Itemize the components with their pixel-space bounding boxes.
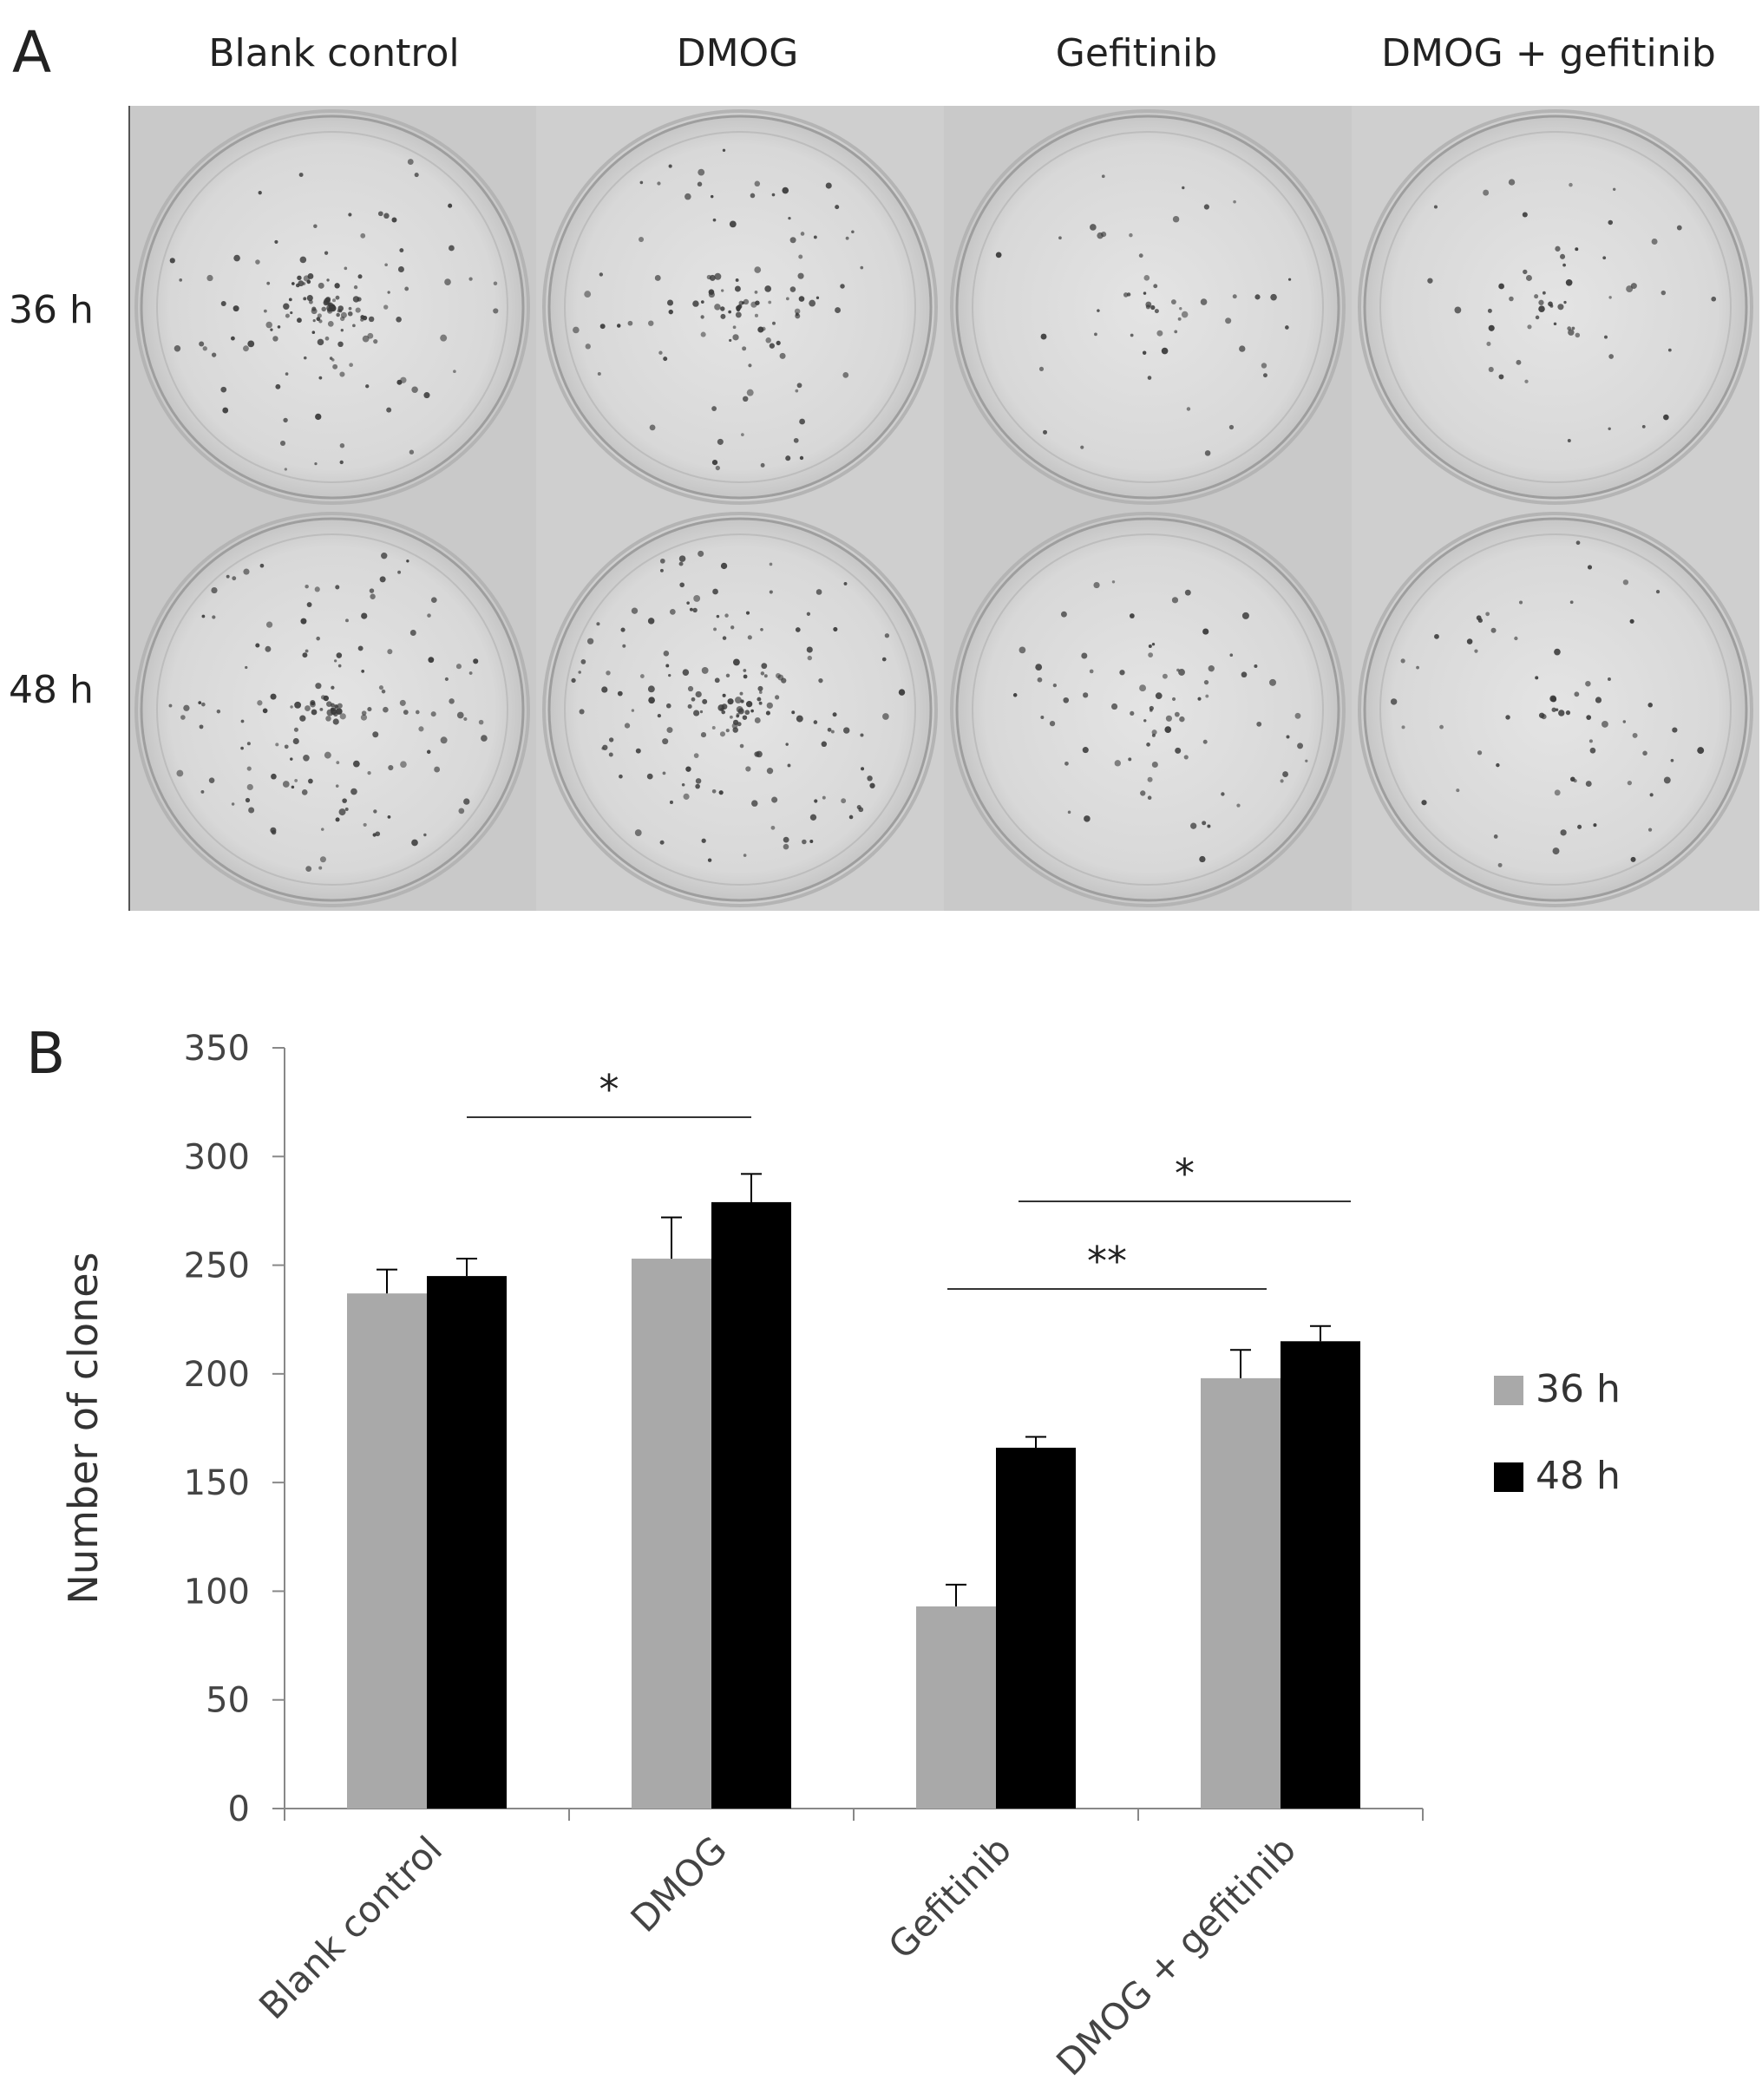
dish-photo	[1352, 106, 1759, 508]
column-header-dmog-gefitinib: DMOG + gefitinib	[1381, 31, 1716, 75]
x-tick-label: Blank control	[251, 1828, 450, 2027]
legend-label: 36 h	[1536, 1367, 1621, 1411]
column-header-blank-control: Blank control	[208, 31, 460, 75]
x-axis: Blank control DMOG Gefitinib DMOG + gefitin…	[251, 1808, 1424, 2084]
significance-marker: **	[1087, 1238, 1127, 1285]
panel-b-label: B	[26, 1020, 66, 1087]
dish-photo	[1352, 508, 1759, 911]
y-tick-label: 300	[184, 1137, 250, 1177]
significance-marker: *	[1175, 1150, 1195, 1197]
significance-marker: *	[599, 1066, 619, 1113]
legend-swatch	[1494, 1376, 1523, 1405]
y-tick-label: 0	[228, 1789, 250, 1829]
dish-photo	[944, 508, 1352, 911]
bars-group	[347, 1173, 1360, 1809]
colony-photo-grid	[128, 106, 1759, 911]
y-tick-label: 150	[184, 1463, 250, 1503]
dish-photo	[128, 106, 536, 508]
column-header-gefitinib: Gefitinib	[1055, 31, 1218, 75]
panel-a-label: A	[12, 19, 52, 86]
y-axis: 0 50 100 150 200 250 300 350	[184, 1029, 285, 1829]
row-label-48h: 48 h	[9, 668, 94, 712]
legend: 36 h 48 h	[1494, 1367, 1621, 1498]
bar	[916, 1606, 996, 1809]
row-label-36h: 36 h	[9, 288, 94, 332]
x-tick-label: DMOG	[623, 1828, 736, 1940]
x-tick-label: DMOG + gefitinib	[1048, 1828, 1304, 2084]
y-tick-label: 200	[184, 1355, 250, 1395]
significance-group: ****	[467, 1066, 1351, 1290]
bar	[711, 1201, 791, 1809]
y-tick-label: 50	[206, 1681, 250, 1721]
bar	[427, 1276, 507, 1809]
y-tick-label: 100	[184, 1572, 250, 1612]
bar	[632, 1259, 711, 1809]
clone-bar-chart: 0 50 100 150 200 250 300 350 Blank control DMOG G…	[60, 1029, 1621, 2084]
bar	[347, 1293, 427, 1809]
y-axis-title: Number of clones	[60, 1252, 107, 1604]
bar	[996, 1448, 1076, 1809]
dish-photo	[944, 106, 1352, 508]
dish-photo	[536, 106, 944, 508]
x-tick-label: Gefitinib	[881, 1828, 1019, 1966]
dish-photo	[128, 508, 536, 911]
dish-photo	[536, 508, 944, 911]
column-header-dmog: DMOG	[676, 31, 799, 75]
bar	[1201, 1377, 1281, 1809]
bar	[1281, 1341, 1360, 1809]
y-tick-label: 250	[184, 1246, 250, 1286]
legend-label: 48 h	[1536, 1454, 1621, 1498]
y-tick-label: 350	[184, 1029, 250, 1069]
legend-swatch	[1494, 1462, 1523, 1492]
